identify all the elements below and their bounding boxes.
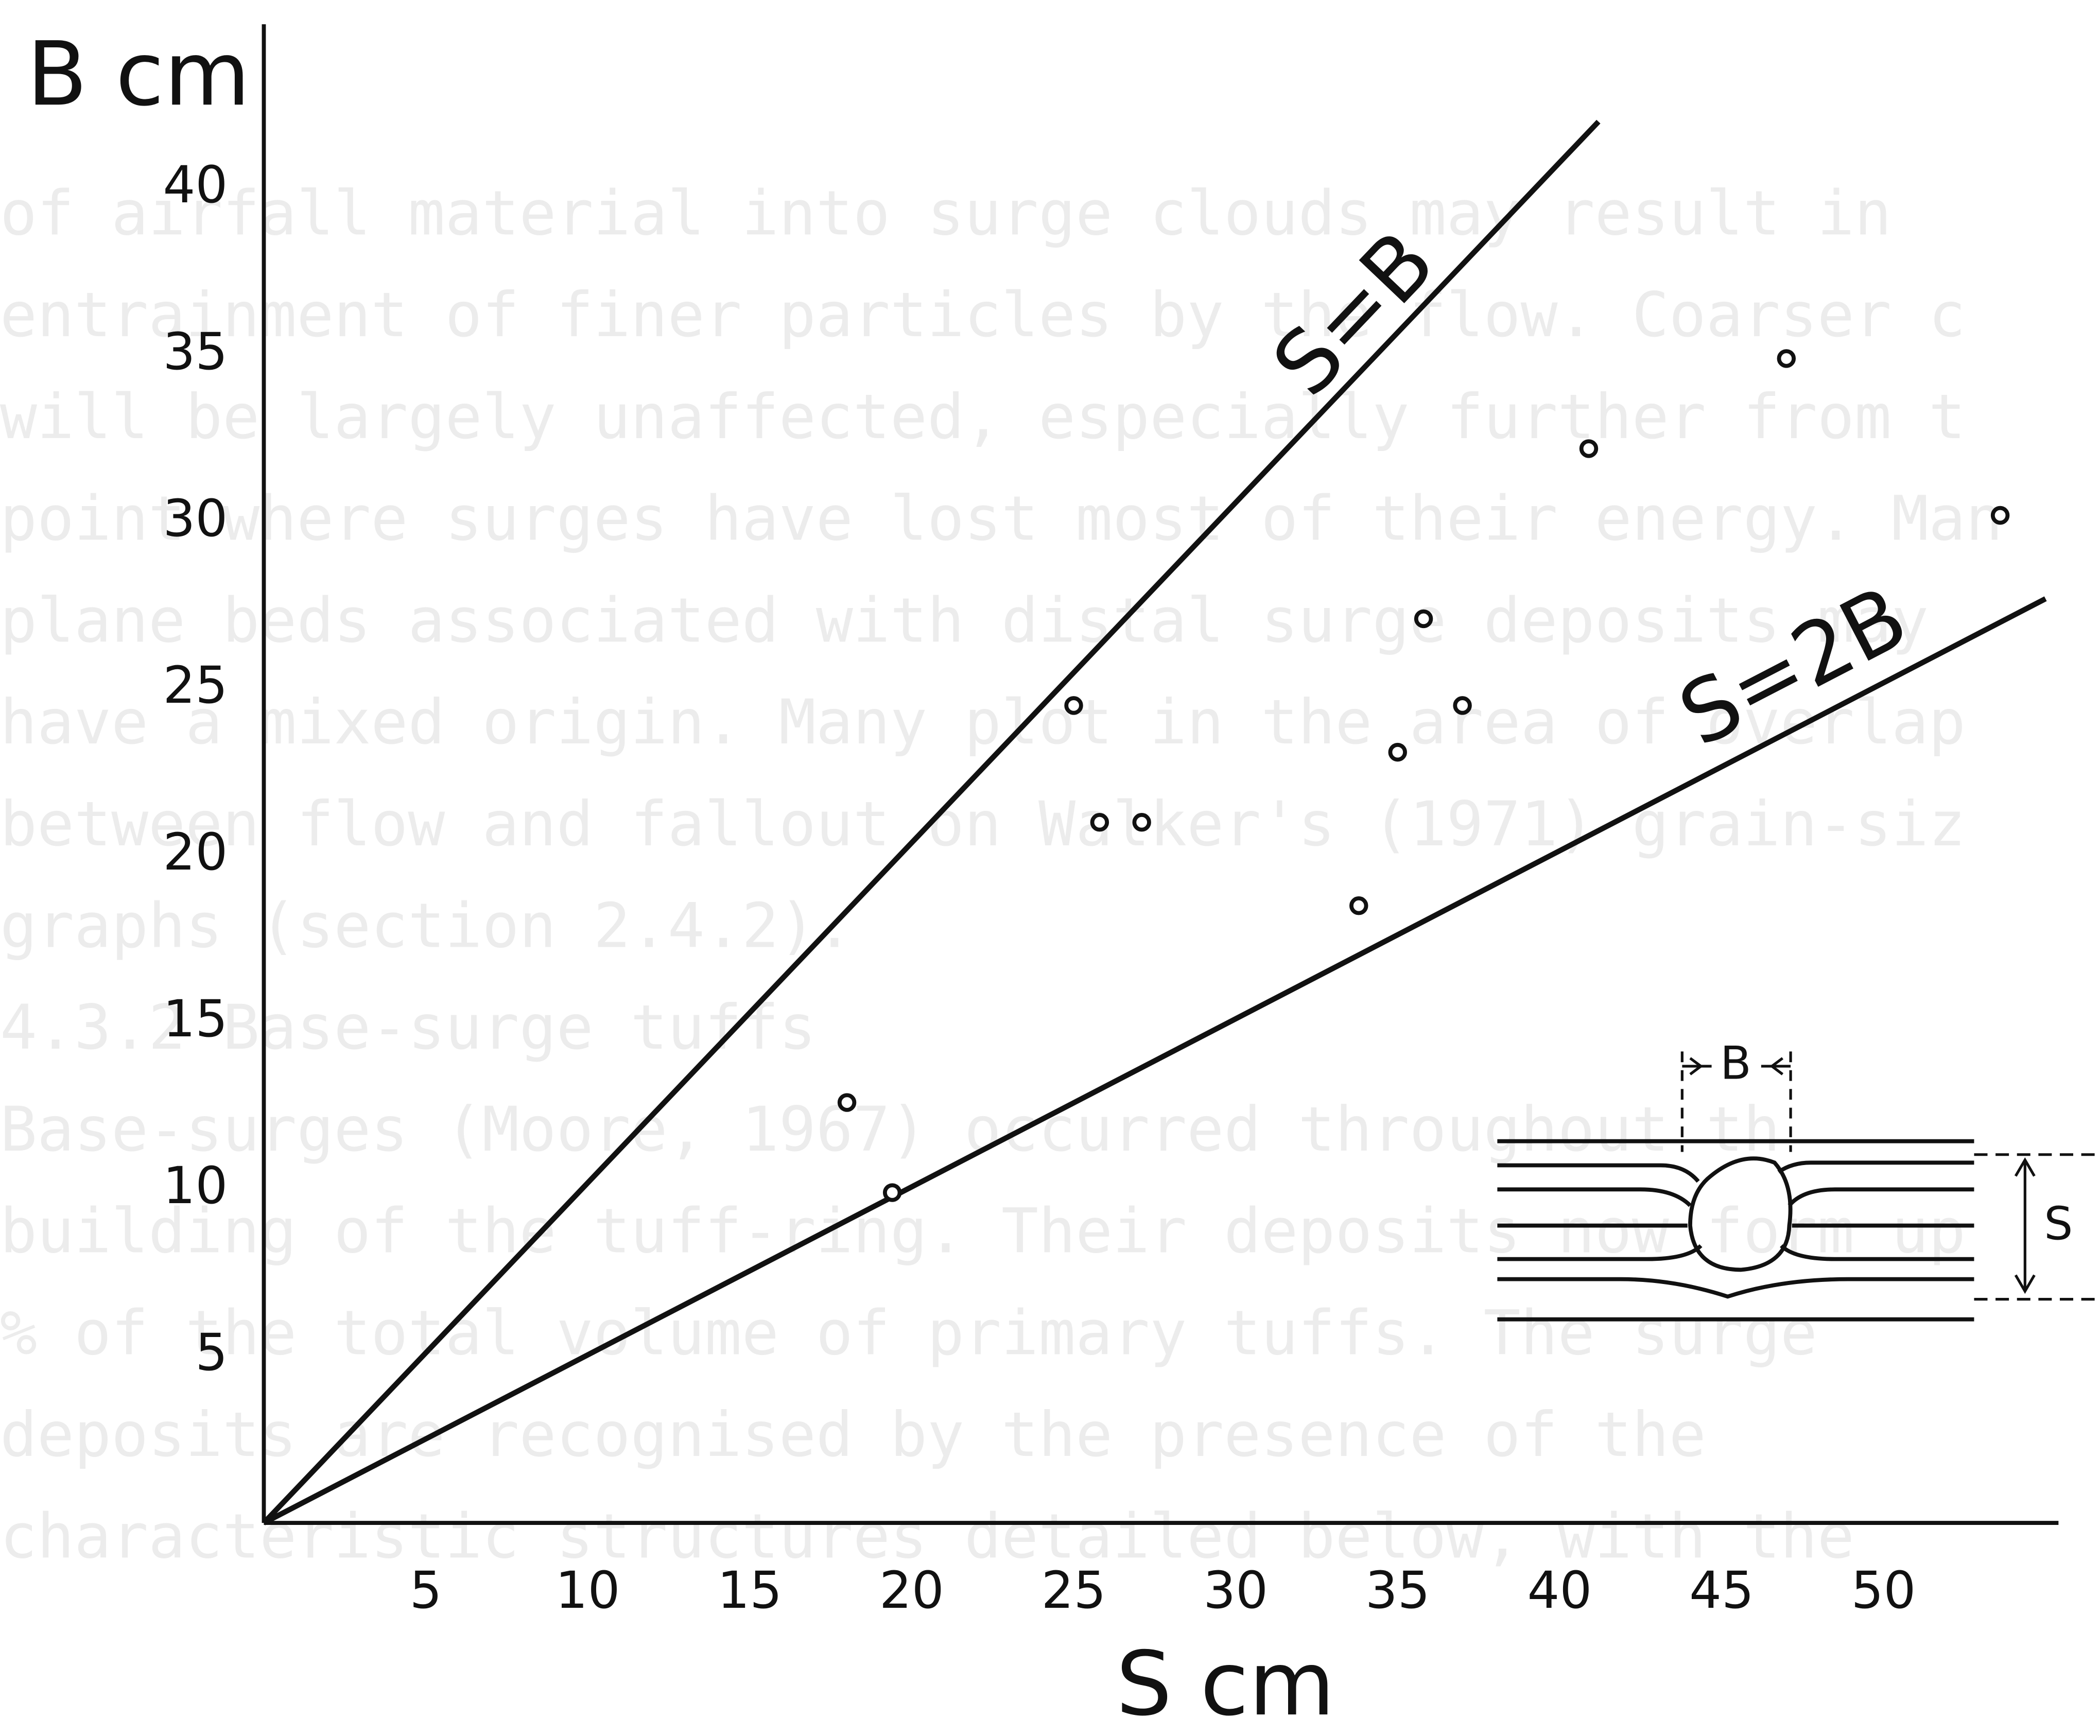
y-tick-label: 15 xyxy=(163,989,228,1049)
bleed-through-line: Base-surges (Moore, 1967) occurred throu… xyxy=(0,1094,1780,1166)
y-tick-label: 35 xyxy=(163,322,228,381)
data-point xyxy=(1092,815,1107,830)
x-tick-label: 20 xyxy=(879,1561,944,1620)
x-tick-label: 25 xyxy=(1042,1561,1106,1620)
bleed-through-line: have a mixed origin. Many plot in the ar… xyxy=(0,687,1966,758)
x-tick-label: 10 xyxy=(556,1561,620,1620)
x-tick-label: 50 xyxy=(1851,1561,1916,1620)
x-tick-label: 35 xyxy=(1365,1561,1430,1620)
y-tick-label: 5 xyxy=(195,1323,228,1382)
data-point xyxy=(1416,612,1431,627)
data-point xyxy=(1779,351,1794,366)
inset-diagram xyxy=(1497,1051,2100,1319)
bleed-through-line: graphs (section 2.4.2). xyxy=(0,890,853,962)
data-point xyxy=(1390,745,1405,760)
bleed-through-line: 4.3.2 Base-surge tuffs xyxy=(0,992,816,1064)
x-tick-label: 15 xyxy=(717,1561,782,1620)
x-tick-label: 45 xyxy=(1689,1561,1754,1620)
x-tick-label: 30 xyxy=(1203,1561,1268,1620)
bleed-through-line: between flow and fallout on Walker's (19… xyxy=(0,789,1966,860)
data-point xyxy=(1066,698,1081,713)
data-point xyxy=(1993,508,2008,523)
data-point xyxy=(1351,898,1366,913)
y-tick-label: 30 xyxy=(163,489,228,548)
x-tick-label: 40 xyxy=(1527,1561,1592,1620)
bleed-through-line: point where surges have lost most of the… xyxy=(0,483,2003,555)
y-tick-label: 40 xyxy=(163,155,228,215)
chart: of airfall material into surge clouds ma… xyxy=(0,0,2100,1736)
data-point xyxy=(1455,698,1470,713)
y-tick-label: 10 xyxy=(163,1156,228,1216)
bleed-through-line: % of the total volume of primary tuffs. … xyxy=(0,1297,1817,1369)
data-point xyxy=(885,1185,900,1200)
data-point xyxy=(1134,815,1149,830)
inset-width-label: B xyxy=(1720,1036,1751,1089)
x-axis-label: S cm xyxy=(1116,1633,1335,1735)
x-tick-label: 5 xyxy=(410,1561,442,1620)
bleed-through-line: entrainment of finer particles by the fl… xyxy=(0,280,1966,351)
y-tick-label: 25 xyxy=(163,656,228,715)
y-tick-label: 20 xyxy=(163,823,228,882)
data-point xyxy=(1582,441,1596,456)
y-axis-label: B cm xyxy=(27,23,250,126)
bleed-through-line: plane beds associated with distal surge … xyxy=(0,585,1929,656)
bleed-through-line: will be largely unaffected, especially f… xyxy=(0,381,1966,453)
bleed-through-text: of airfall material into surge clouds ma… xyxy=(0,178,2003,1573)
data-point xyxy=(840,1095,855,1110)
bleed-through-line: deposits are recognised by the presence … xyxy=(0,1399,1706,1471)
inset-height-label: S xyxy=(2044,1197,2073,1251)
bleed-through-line: of airfall material into surge clouds ma… xyxy=(0,178,1891,250)
